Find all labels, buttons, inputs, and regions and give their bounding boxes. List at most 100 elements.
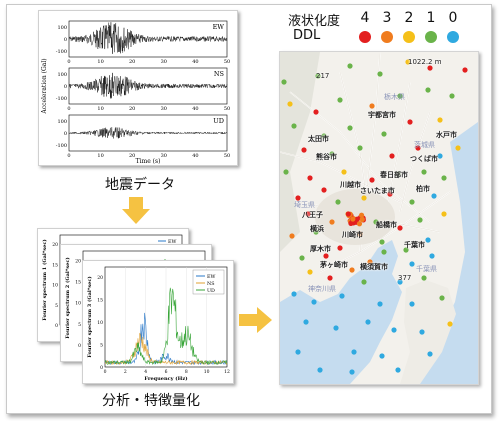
legend-value-0: 0 [448,10,458,26]
map-road-edge [319,191,451,273]
map-observation-point [349,267,355,273]
map-observation-point [305,211,311,217]
seismograph-channel-label: UD [213,117,224,125]
map-observation-point [313,229,319,235]
map-city-label: 横浜 [310,225,324,233]
seismograph-xtick: 20 [129,59,135,65]
map-city-label: つくば市 [410,155,438,163]
map-observation-point [347,63,353,69]
legend-title-ddl: DDL [293,28,321,43]
map-observation-point [357,231,363,237]
spectrum-ytick: 15 [52,262,58,268]
map: 宇都宮市 つくば市 水戸市 太田市 熊谷市 川越市 春日部市 さいたま市 柏市 船橋市 八王子 横浜川… [279,51,479,385]
map-observation-point [391,327,397,333]
spectrum-series-ns [104,332,228,366]
map-observation-point [301,147,307,153]
map-observation-point [395,367,401,373]
seismograph-panel: Acceleration (Gal) 100 0 -100 0 10 20 30 40 50 EW 1… [38,10,238,166]
spectrum-ytick: 5 [55,303,58,309]
map-observation-point [365,319,371,325]
map-city-label: 川崎市 [342,231,363,239]
legend-value-4: 4 [360,10,370,26]
map-observation-point [395,171,401,177]
map-observation-point [311,299,317,305]
map-observation-point [367,259,373,265]
map-observation-point-cluster [358,212,365,218]
map-observation-point [369,177,375,183]
seismograph-xtick: 0 [67,106,70,112]
map-city-label: 宇都宮市 [368,111,396,119]
map-observation-point-cluster [345,211,351,217]
map-observation-point [379,239,385,245]
seismograph-channel-label: EW [213,23,225,31]
map-observation-point [307,175,313,181]
seismograph-xtick: 50 [224,153,230,159]
seismograph-ytick: 100 [57,119,67,125]
spectrum-ytick: 20 [75,258,81,264]
map-city-label: 茅ヶ崎市 [320,261,348,269]
map-observation-point [397,93,403,99]
seismic-data-label: 地震データ [105,177,175,193]
seismograph-channel-label: NS [214,70,224,78]
legend-value-1: 1 [426,10,436,26]
map-observation-point [427,351,433,357]
map-observation-point [449,93,455,99]
map-observation-point [409,199,415,205]
map-observation-point [447,321,453,327]
seismograph-ytick: -100 [56,96,67,102]
map-city-label: 春日部市 [380,171,408,179]
seismograph-xtick: 40 [192,106,198,112]
seismograph-xtick: 10 [97,59,103,65]
map-sea-bay [280,240,402,384]
map-observation-point [361,195,367,201]
map-observation-point [437,153,443,159]
legend-title-liquefaction: 液状化度 [288,14,341,29]
spectrum-xtick: 4 [144,369,147,375]
map-city-label: 水戸市 [436,131,457,139]
map-observation-point [429,253,435,259]
map-observation-point [329,219,335,225]
spectrum-xtick: 8 [185,369,188,375]
map-observation-point [381,249,387,255]
map-observation-point [315,73,321,79]
seismograph-ytick: 100 [57,72,67,78]
map-observation-point-cluster [348,220,354,226]
legend-value-3: 3 [382,10,392,26]
seismograph-xtick: 40 [192,153,198,159]
map-observation-point [295,195,301,201]
map-observation-point [405,59,411,65]
map-observation-point [303,319,309,325]
spectrum-legend-entry: UD [207,288,215,294]
map-observation-point [377,71,383,77]
map-observation-point [287,101,293,107]
seismograph-ytick: 0 [64,84,67,90]
seismograph-xtick: 30 [161,153,167,159]
map-sea-pacific [410,122,478,384]
map-observation-point [439,295,445,301]
map-observation-point [329,151,335,157]
map-observation-point [455,145,461,151]
map-observation-point [351,349,357,355]
map-land-boso [400,280,456,384]
map-observation-point [417,217,423,223]
map-observation-point [349,369,355,375]
seismograph-xtick: 50 [224,106,230,112]
seismograph-xtick: 40 [192,59,198,65]
map-base [280,52,478,384]
seismograph-ytick: 100 [57,25,67,31]
map-prefecture-label: 神奈川県 [308,285,336,293]
seismograph-ytick: -100 [56,143,67,149]
spectrum-ytick: 10 [52,283,58,289]
seismograph-ytick: -100 [56,49,67,55]
map-prefecture-label: 千葉県 [416,265,437,273]
spectrum-legend-entry: NS [207,281,214,287]
map-road-number-label: 377 [398,274,412,282]
map-prefecture-label: 栃木県 [384,93,405,101]
map-observation-point [335,199,341,205]
map-observation-point-cluster [356,221,363,227]
legend-dot-1 [425,31,437,43]
spectrum-ylabel: Fourier spectrum 3 (Gal*sec) [86,276,93,358]
map-observation-point [321,187,327,193]
map-city-label: 船橋市 [376,221,397,229]
map-observation-point [299,255,305,261]
